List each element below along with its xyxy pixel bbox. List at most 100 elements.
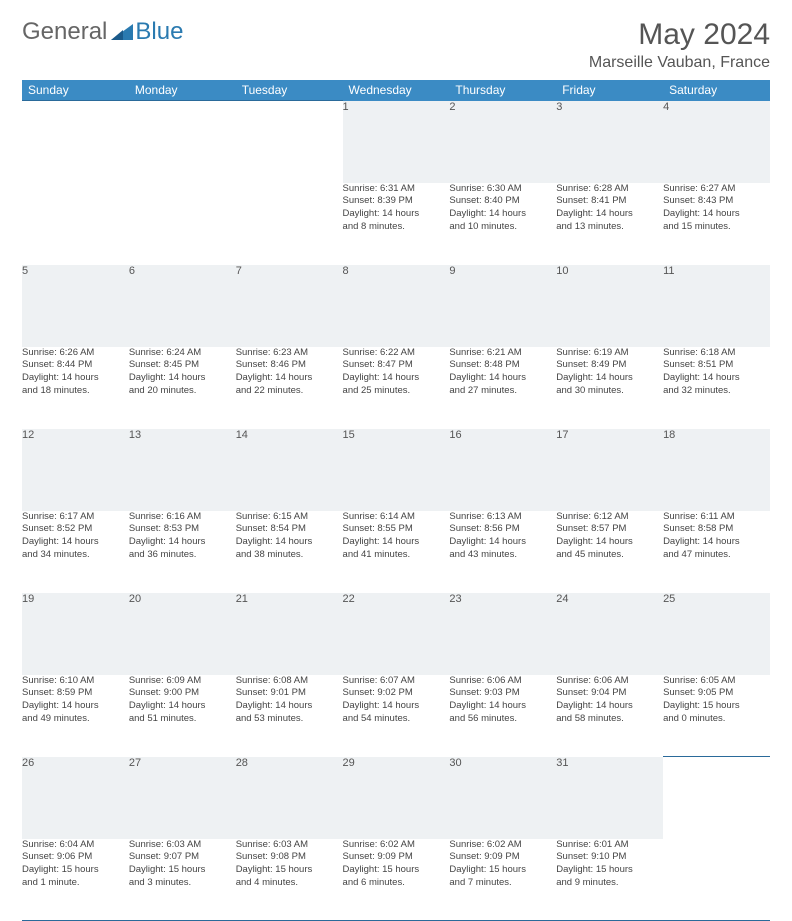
day-info-line: Sunrise: 6:02 AM xyxy=(343,839,450,852)
day-info-line: Daylight: 14 hours xyxy=(663,536,770,549)
day-content-cell: Sunrise: 6:09 AMSunset: 9:00 PMDaylight:… xyxy=(129,675,236,757)
day-info-line: Sunrise: 6:26 AM xyxy=(22,347,129,360)
day-info-line: and 18 minutes. xyxy=(22,385,129,398)
day-info-line: and 7 minutes. xyxy=(449,877,556,890)
day-info-line: Daylight: 15 hours xyxy=(663,700,770,713)
day-info-line: Daylight: 14 hours xyxy=(449,536,556,549)
day-info-line: Sunrise: 6:10 AM xyxy=(22,675,129,688)
day-info-line: Daylight: 14 hours xyxy=(343,208,450,221)
day-info-line: Sunset: 8:56 PM xyxy=(449,523,556,536)
day-info-line: and 56 minutes. xyxy=(449,713,556,726)
day-info-line: Sunset: 9:09 PM xyxy=(343,851,450,864)
day-content-cell: Sunrise: 6:28 AMSunset: 8:41 PMDaylight:… xyxy=(556,183,663,265)
day-info-line: Sunset: 8:40 PM xyxy=(449,195,556,208)
day-number-cell: 18 xyxy=(663,429,770,511)
day-number-cell: 24 xyxy=(556,593,663,675)
day-info-line: and 3 minutes. xyxy=(129,877,236,890)
day-number-cell: 30 xyxy=(449,757,556,839)
day-info-line: and 51 minutes. xyxy=(129,713,236,726)
day-content-cell: Sunrise: 6:11 AMSunset: 8:58 PMDaylight:… xyxy=(663,511,770,593)
day-content-cell: Sunrise: 6:08 AMSunset: 9:01 PMDaylight:… xyxy=(236,675,343,757)
day-content-row: Sunrise: 6:10 AMSunset: 8:59 PMDaylight:… xyxy=(22,675,770,757)
day-info-line: Sunset: 9:00 PM xyxy=(129,687,236,700)
header: General Blue May 2024 Marseille Vauban, … xyxy=(22,18,770,72)
day-info-line: Sunrise: 6:03 AM xyxy=(236,839,343,852)
day-info-line: Daylight: 14 hours xyxy=(449,372,556,385)
day-info-line: Sunset: 9:10 PM xyxy=(556,851,663,864)
day-number-cell: 8 xyxy=(343,265,450,347)
day-info-line: and 45 minutes. xyxy=(556,549,663,562)
day-info-line: Sunrise: 6:27 AM xyxy=(663,183,770,196)
day-info-line: Sunset: 9:08 PM xyxy=(236,851,343,864)
day-content-row: Sunrise: 6:26 AMSunset: 8:44 PMDaylight:… xyxy=(22,347,770,429)
day-number-cell xyxy=(22,101,129,183)
day-info-line: Sunrise: 6:30 AM xyxy=(449,183,556,196)
day-info-line: Sunrise: 6:19 AM xyxy=(556,347,663,360)
day-header: Friday xyxy=(556,80,663,101)
day-info-line: Sunset: 9:01 PM xyxy=(236,687,343,700)
day-number-cell xyxy=(663,757,770,839)
day-number-cell xyxy=(129,101,236,183)
day-info-line: Daylight: 14 hours xyxy=(449,700,556,713)
day-info-line: and 22 minutes. xyxy=(236,385,343,398)
day-content-cell: Sunrise: 6:19 AMSunset: 8:49 PMDaylight:… xyxy=(556,347,663,429)
day-info-line: Sunset: 9:05 PM xyxy=(663,687,770,700)
day-number-cell: 19 xyxy=(22,593,129,675)
logo-text-1: General xyxy=(22,18,107,46)
day-info-line: and 15 minutes. xyxy=(663,221,770,234)
day-info-line: Sunset: 8:57 PM xyxy=(556,523,663,536)
day-info-line: Sunrise: 6:16 AM xyxy=(129,511,236,524)
day-content-cell: Sunrise: 6:02 AMSunset: 9:09 PMDaylight:… xyxy=(449,839,556,921)
day-info-line: and 43 minutes. xyxy=(449,549,556,562)
day-info-line: Sunrise: 6:12 AM xyxy=(556,511,663,524)
day-info-line: Daylight: 14 hours xyxy=(663,208,770,221)
day-info-line: Sunset: 9:04 PM xyxy=(556,687,663,700)
day-info-line: Daylight: 14 hours xyxy=(22,372,129,385)
day-info-line: Sunset: 8:46 PM xyxy=(236,359,343,372)
day-info-line: Daylight: 14 hours xyxy=(343,700,450,713)
day-info-line: Sunrise: 6:03 AM xyxy=(129,839,236,852)
day-info-line: and 58 minutes. xyxy=(556,713,663,726)
day-number-cell: 29 xyxy=(343,757,450,839)
day-info-line: Sunset: 8:54 PM xyxy=(236,523,343,536)
day-number-row: 567891011 xyxy=(22,265,770,347)
day-number-cell: 3 xyxy=(556,101,663,183)
day-number-cell: 23 xyxy=(449,593,556,675)
day-number-cell: 15 xyxy=(343,429,450,511)
day-info-line: Sunset: 9:06 PM xyxy=(22,851,129,864)
day-content-row: Sunrise: 6:04 AMSunset: 9:06 PMDaylight:… xyxy=(22,839,770,921)
day-info-line: and 54 minutes. xyxy=(343,713,450,726)
day-content-cell: Sunrise: 6:27 AMSunset: 8:43 PMDaylight:… xyxy=(663,183,770,265)
day-info-line: Sunrise: 6:24 AM xyxy=(129,347,236,360)
day-info-line: Sunrise: 6:01 AM xyxy=(556,839,663,852)
day-number-cell: 10 xyxy=(556,265,663,347)
day-content-cell: Sunrise: 6:26 AMSunset: 8:44 PMDaylight:… xyxy=(22,347,129,429)
day-info-line: Daylight: 14 hours xyxy=(556,208,663,221)
day-info-line: Sunset: 8:44 PM xyxy=(22,359,129,372)
day-info-line: Daylight: 15 hours xyxy=(22,864,129,877)
day-number-cell: 5 xyxy=(22,265,129,347)
day-header: Saturday xyxy=(663,80,770,101)
day-info-line: Sunset: 8:52 PM xyxy=(22,523,129,536)
day-content-cell: Sunrise: 6:05 AMSunset: 9:05 PMDaylight:… xyxy=(663,675,770,757)
day-content-cell: Sunrise: 6:21 AMSunset: 8:48 PMDaylight:… xyxy=(449,347,556,429)
day-number-cell: 26 xyxy=(22,757,129,839)
day-content-cell: Sunrise: 6:10 AMSunset: 8:59 PMDaylight:… xyxy=(22,675,129,757)
day-content-cell xyxy=(663,839,770,921)
day-number-cell: 17 xyxy=(556,429,663,511)
day-number-row: 262728293031 xyxy=(22,757,770,839)
day-info-line: Daylight: 14 hours xyxy=(129,372,236,385)
day-content-row: Sunrise: 6:31 AMSunset: 8:39 PMDaylight:… xyxy=(22,183,770,265)
day-info-line: Sunrise: 6:28 AM xyxy=(556,183,663,196)
month-title: May 2024 xyxy=(589,18,770,52)
day-number-cell: 28 xyxy=(236,757,343,839)
day-header: Tuesday xyxy=(236,80,343,101)
day-info-line: Sunrise: 6:13 AM xyxy=(449,511,556,524)
day-info-line: Daylight: 14 hours xyxy=(663,372,770,385)
day-info-line: and 6 minutes. xyxy=(343,877,450,890)
day-number-row: 12131415161718 xyxy=(22,429,770,511)
day-info-line: Daylight: 14 hours xyxy=(556,536,663,549)
day-info-line: Daylight: 14 hours xyxy=(236,372,343,385)
day-content-cell: Sunrise: 6:18 AMSunset: 8:51 PMDaylight:… xyxy=(663,347,770,429)
day-info-line: Daylight: 14 hours xyxy=(236,700,343,713)
